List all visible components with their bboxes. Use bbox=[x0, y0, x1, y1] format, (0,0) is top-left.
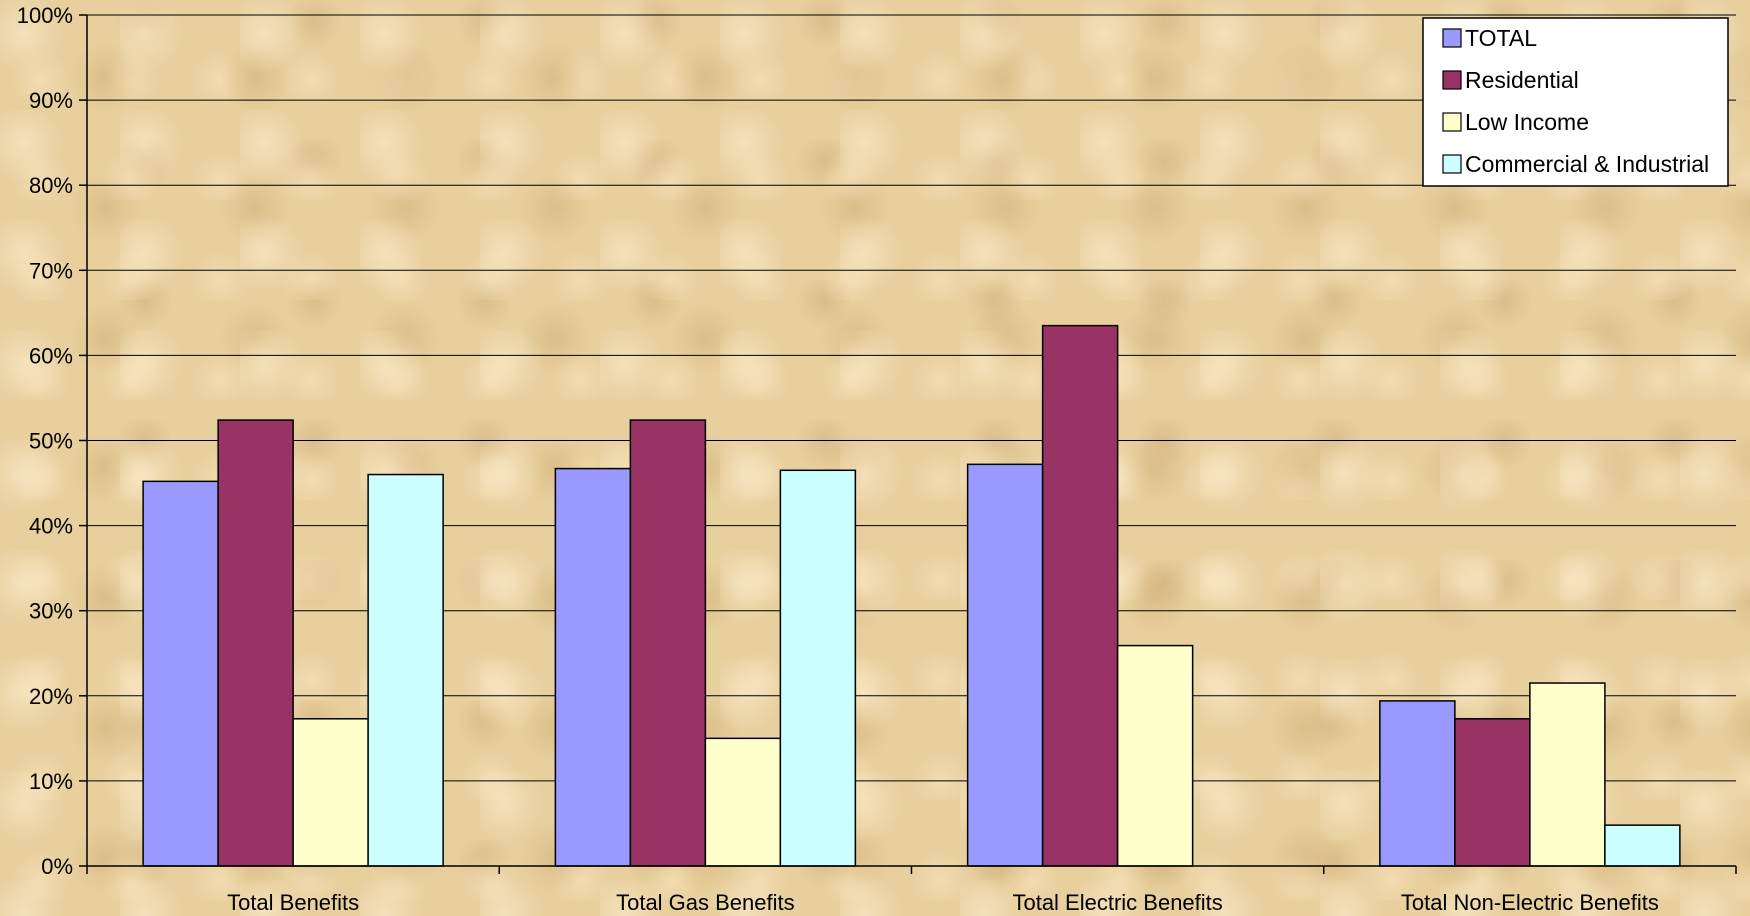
y-tick-label: 0% bbox=[41, 854, 73, 879]
x-tick-label: Total Non-Electric Benefits bbox=[1401, 890, 1659, 915]
bar bbox=[704, 737, 782, 867]
bar bbox=[1041, 324, 1119, 867]
bar bbox=[217, 419, 294, 867]
bar bbox=[779, 469, 857, 867]
legend-label: Commercial & Industrial bbox=[1465, 151, 1709, 177]
bar bbox=[554, 467, 632, 867]
bar bbox=[367, 473, 444, 867]
y-tick-label: 30% bbox=[29, 599, 73, 624]
y-axis-ticks: 0% 10% 20% 30% 40% 50% 60% 70% 80% 90% 100% bbox=[17, 3, 87, 879]
legend-swatch bbox=[1442, 70, 1462, 90]
y-tick-label: 60% bbox=[29, 343, 73, 368]
x-tick-label: Total Benefits bbox=[227, 890, 359, 915]
legend-swatch bbox=[1442, 112, 1462, 132]
bar bbox=[1529, 682, 1606, 867]
y-tick-label: 10% bbox=[29, 769, 73, 794]
legend-label: TOTAL bbox=[1465, 25, 1537, 51]
y-tick-label: 20% bbox=[29, 684, 73, 709]
y-tick-label: 40% bbox=[29, 514, 73, 539]
legend-swatch bbox=[1442, 154, 1462, 174]
bar bbox=[1604, 824, 1681, 867]
legend: TOTAL Residential Low Income Commercial & I… bbox=[1422, 17, 1729, 187]
bar bbox=[292, 718, 369, 867]
bar bbox=[966, 463, 1044, 867]
legend-swatch bbox=[1442, 28, 1462, 48]
y-tick-label: 100% bbox=[17, 3, 73, 28]
bars bbox=[142, 324, 1681, 867]
y-tick-label: 80% bbox=[29, 173, 73, 198]
bar bbox=[142, 480, 219, 867]
legend-label: Residential bbox=[1465, 67, 1579, 93]
y-tick-label: 70% bbox=[29, 258, 73, 283]
legend-box bbox=[1422, 17, 1729, 187]
x-tick-label: Total Gas Benefits bbox=[616, 890, 795, 915]
x-axis-ticks: Total Benefits Total Gas Benefits Total El… bbox=[86, 866, 1737, 915]
y-tick-label: 90% bbox=[29, 88, 73, 113]
x-tick-label: Total Electric Benefits bbox=[1012, 890, 1222, 915]
y-tick-label: 50% bbox=[29, 429, 73, 454]
legend-label: Low Income bbox=[1465, 109, 1589, 135]
bar bbox=[1454, 718, 1531, 867]
bar bbox=[1116, 644, 1194, 867]
bar bbox=[1379, 700, 1456, 867]
bar bbox=[629, 419, 707, 867]
